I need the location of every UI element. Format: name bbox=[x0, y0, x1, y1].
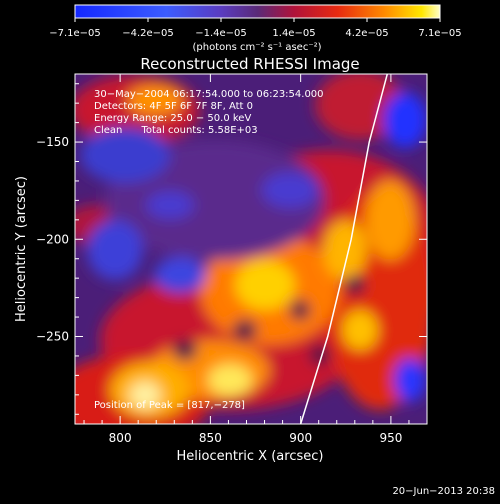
x-axis-label: Heliocentric X (arcsec) bbox=[177, 449, 324, 464]
y-tick-label: −250 bbox=[36, 330, 69, 344]
annotation-line: 30−May−2004 06:17:54.000 to 06:23:54.000 bbox=[94, 89, 324, 100]
y-axis: −150 −200 −250 bbox=[36, 83, 427, 415]
x-tick-label: 800 bbox=[109, 431, 132, 445]
annotation-line: Energy Range: 25.0 − 50.0 keV bbox=[94, 113, 251, 124]
x-tick-label: 950 bbox=[379, 431, 402, 445]
solar-limb-curve bbox=[299, 74, 389, 424]
emission-map bbox=[75, 74, 427, 424]
colorbar-tick-label: 7.1e−05 bbox=[418, 28, 461, 39]
colorbar-tick-label: 1.4e−05 bbox=[272, 28, 315, 39]
y-tick-label: −150 bbox=[36, 135, 69, 149]
colorbar-tick-label: −1.4e−05 bbox=[195, 28, 247, 39]
plot-area bbox=[74, 73, 428, 425]
colorbar-units: (photons cm⁻² s⁻¹ asec⁻²) bbox=[192, 42, 321, 53]
x-tick-label: 850 bbox=[199, 431, 222, 445]
colorbar-tick-label: −4.2e−05 bbox=[122, 28, 174, 39]
chart-title: Reconstructed RHESSI Image bbox=[140, 55, 359, 73]
y-axis-label: Heliocentric Y (arcsec) bbox=[14, 176, 29, 322]
colorbar-tick-label: −7.1e−05 bbox=[49, 28, 101, 39]
annotation-line: Detectors: 4F 5F 6F 7F 8F, Att 0 bbox=[94, 101, 253, 112]
peak-position-label: Position of Peak = [817,−278] bbox=[94, 400, 245, 411]
annotations: 30−May−2004 06:17:54.000 to 06:23:54.000… bbox=[94, 89, 324, 136]
x-tick-label: 900 bbox=[289, 431, 312, 445]
colorbar-tick-label: 4.2e−05 bbox=[345, 28, 388, 39]
y-tick-label: −200 bbox=[36, 232, 69, 246]
plot-frame bbox=[74, 73, 428, 425]
colorbar-gradient bbox=[74, 4, 441, 19]
x-axis: 800 850 900 950 bbox=[83, 74, 410, 445]
annotation-line: Clean Total counts: 5.58E+03 bbox=[94, 125, 258, 136]
colorbar-ticks: −7.1e−05 −4.2e−05 −1.4e−05 1.4e−05 4.2e−05 7.… bbox=[49, 18, 462, 39]
colorbar: −7.1e−05 −4.2e−05 −1.4e−05 1.4e−05 4.2e−05 7.… bbox=[49, 4, 462, 53]
footer-timestamp: 20−Jun−2013 20:38 bbox=[392, 486, 495, 497]
